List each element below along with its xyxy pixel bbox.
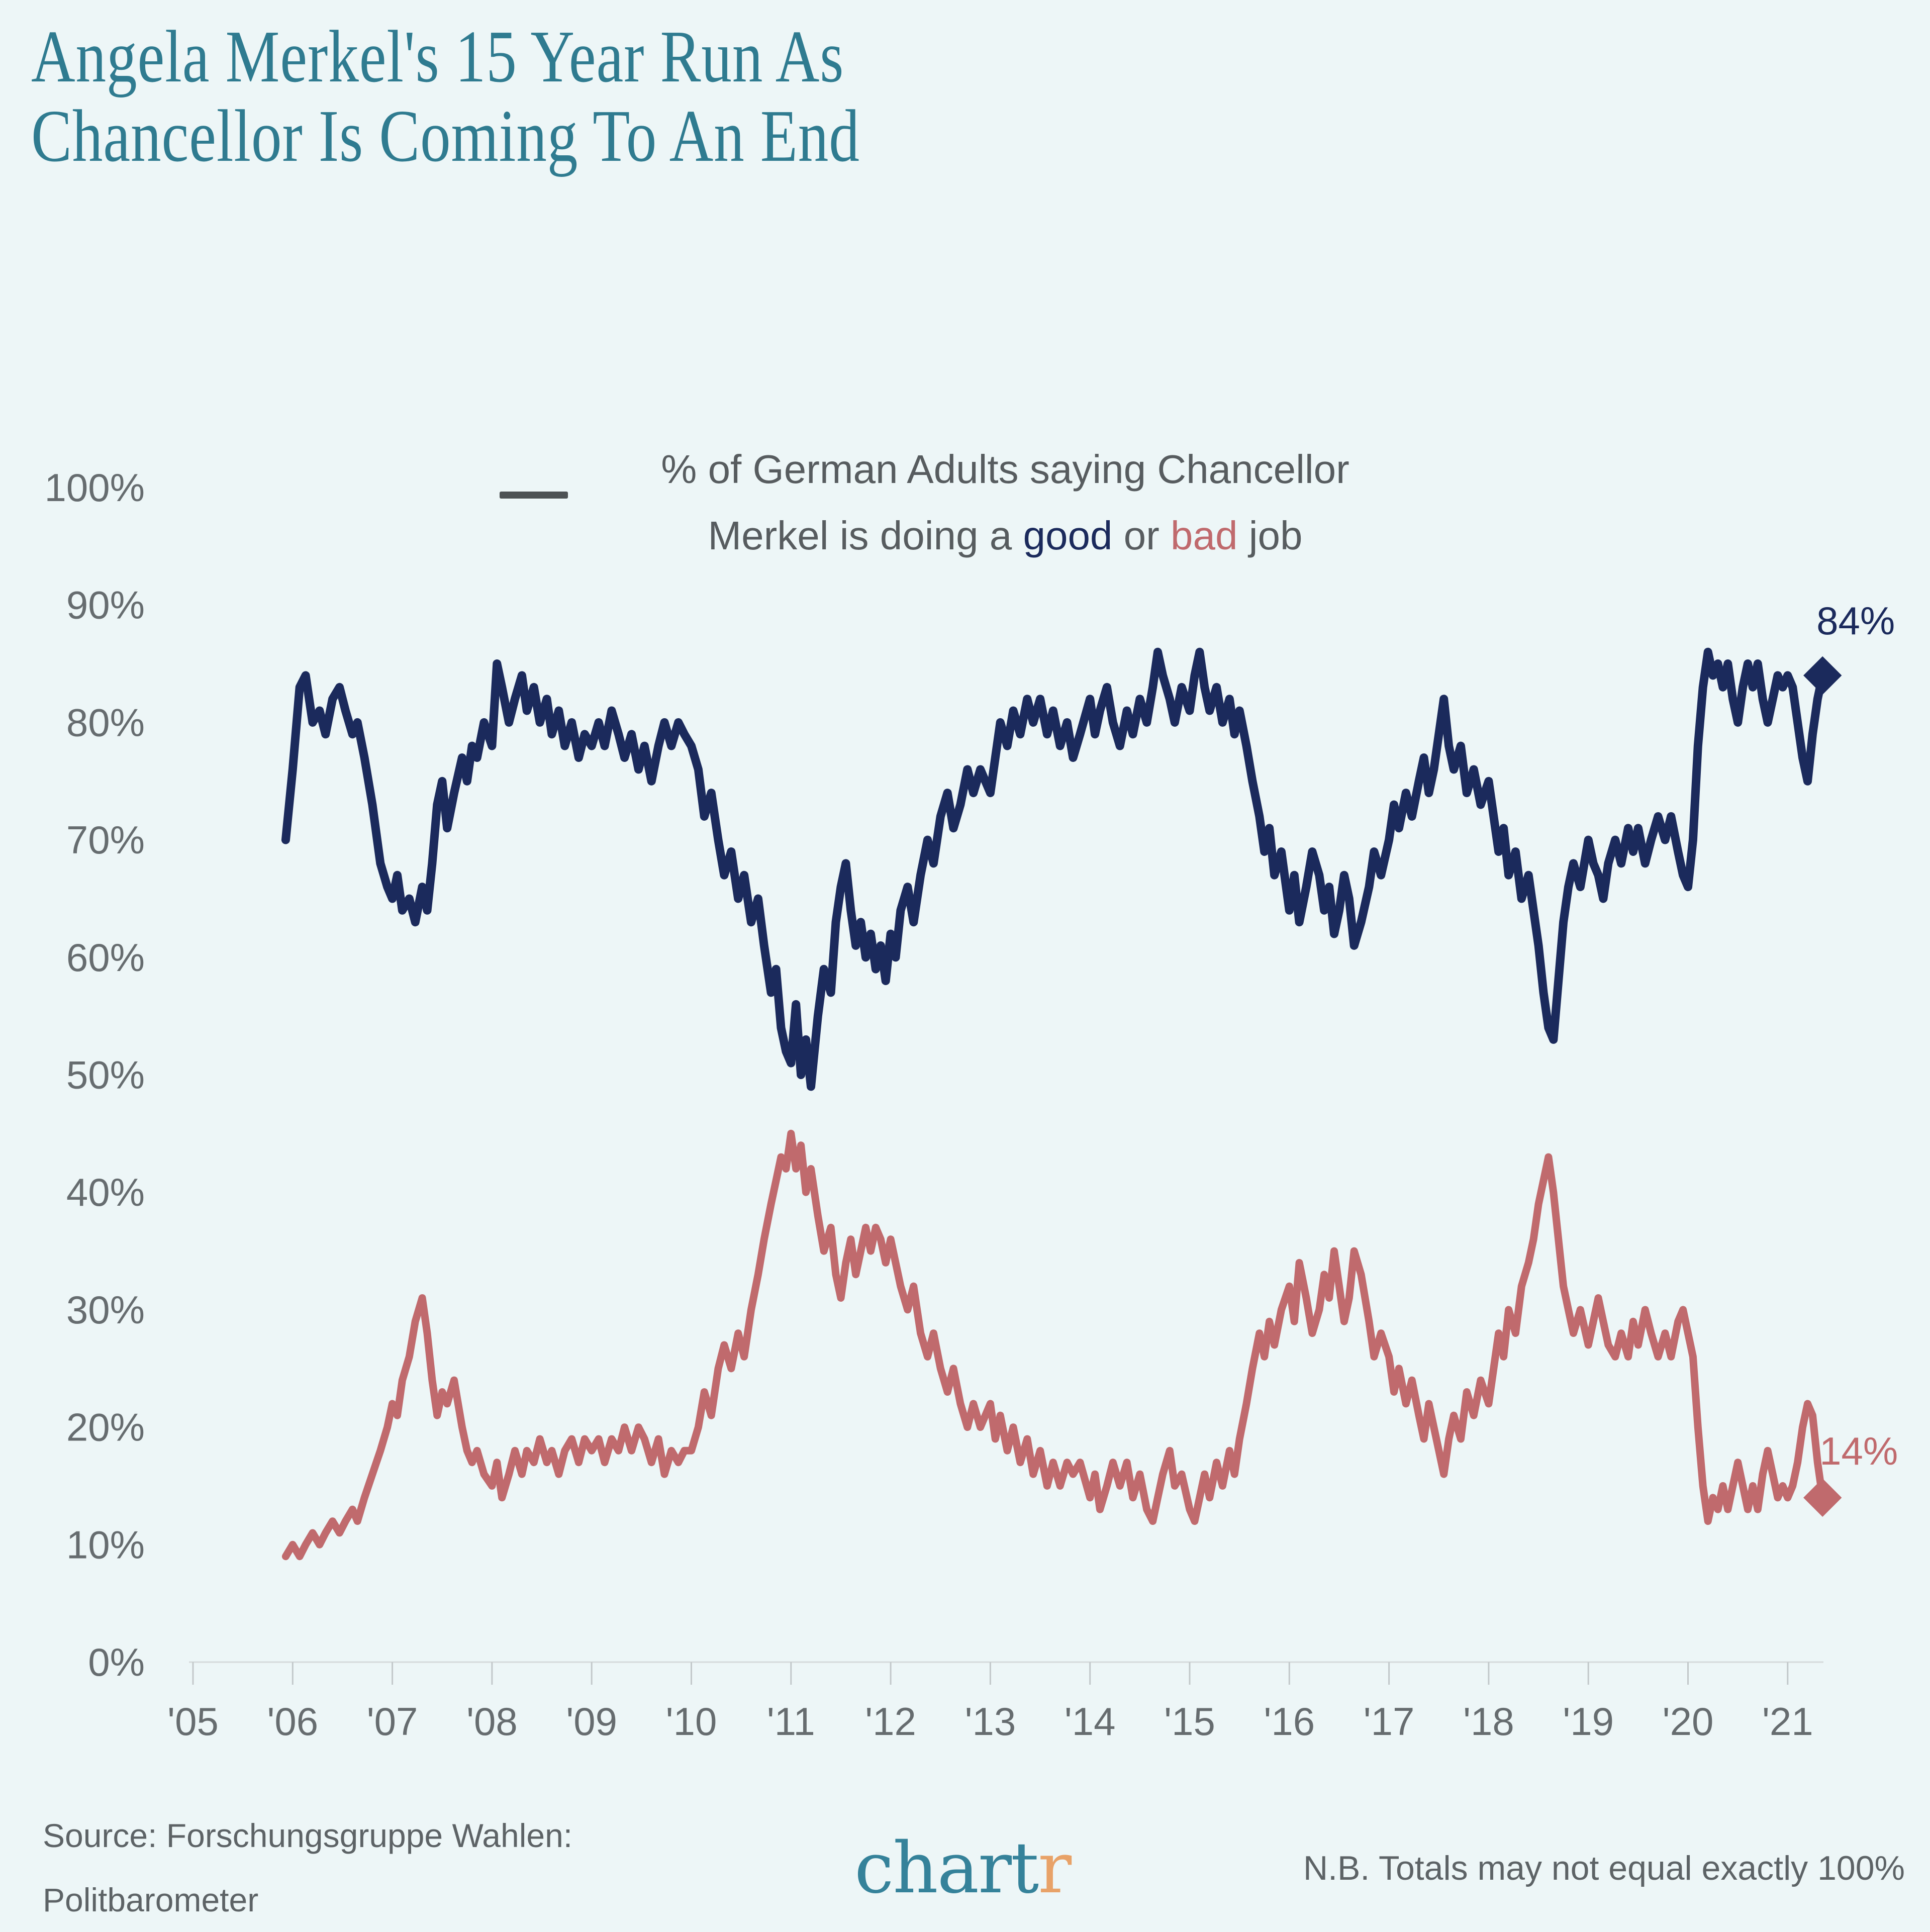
x-axis-label: '17 — [1364, 1699, 1415, 1744]
y-axis-label: 50% — [66, 1053, 145, 1097]
x-axis-label: '16 — [1264, 1699, 1315, 1744]
legend-dash-swatch — [500, 492, 568, 499]
chart-title-line2: Chancellor Is Coming To An End — [31, 95, 860, 177]
source-line1: Source: Forschungsgruppe Wahlen: — [43, 1817, 573, 1854]
chart-title: Angela Merkel's 15 Year Run As Chancello… — [31, 17, 860, 176]
x-axis-label: '06 — [267, 1699, 318, 1744]
x-axis-label: '15 — [1164, 1699, 1215, 1744]
x-axis-label: '13 — [965, 1699, 1016, 1744]
x-axis-label: '05 — [167, 1699, 219, 1744]
source-credit: Source: Forschungsgruppe Wahlen: Politba… — [43, 1803, 572, 1932]
totals-note: N.B. Totals may not equal exactly 100% — [1303, 1849, 1905, 1887]
y-axis-label: 10% — [66, 1522, 145, 1567]
x-axis-label: '14 — [1065, 1699, 1116, 1744]
y-axis-label: 40% — [66, 1170, 145, 1214]
legend-good-word: good — [1023, 513, 1113, 558]
legend-line2-pre: Merkel is doing a — [708, 513, 1023, 558]
x-axis-label: '21 — [1762, 1699, 1813, 1744]
chartr-logo-r: r — [1038, 1827, 1072, 1909]
x-axis-label: '11 — [767, 1699, 815, 1744]
y-axis-label: 100% — [45, 465, 145, 510]
y-axis-label: 90% — [66, 583, 145, 627]
bad-end-value-label: 14% — [1819, 1429, 1898, 1473]
good-end-value-label: 84% — [1816, 599, 1895, 643]
legend-line2: Merkel is doing a good or bad job — [578, 503, 1432, 569]
y-axis-label: 0% — [88, 1640, 145, 1684]
chartr-logo-main: chart — [854, 1827, 1039, 1909]
chart-title-line1: Angela Merkel's 15 Year Run As — [31, 16, 844, 98]
x-axis-label: '18 — [1463, 1699, 1514, 1744]
good-job-line — [281, 647, 1827, 1091]
good-end-marker-diamond — [1803, 656, 1842, 695]
legend-or-word: or — [1112, 513, 1171, 558]
legend-line1: % of German Adults saying Chancellor — [661, 447, 1349, 492]
y-axis-label: 30% — [66, 1288, 145, 1332]
x-axis-label: '10 — [666, 1699, 717, 1744]
source-line2: Politbarometer — [43, 1881, 259, 1918]
bad-end-marker-diamond — [1803, 1478, 1842, 1517]
x-axis-label: '20 — [1663, 1699, 1714, 1744]
x-axis-label: '09 — [566, 1699, 617, 1744]
legend-text: % of German Adults saying Chancellor Mer… — [578, 436, 1432, 569]
x-axis-label: '19 — [1563, 1699, 1614, 1744]
legend-line2-post: job — [1237, 513, 1303, 558]
y-axis-label: 20% — [66, 1405, 145, 1450]
y-axis-label: 80% — [66, 700, 145, 744]
y-axis-label: 70% — [66, 818, 145, 862]
x-axis-label: '12 — [865, 1699, 916, 1744]
legend-bad-word: bad — [1171, 513, 1238, 558]
x-axis-label: '07 — [367, 1699, 418, 1744]
bad-job-line — [281, 1129, 1826, 1561]
y-axis-label: 60% — [66, 935, 145, 980]
x-axis-label: '08 — [466, 1699, 518, 1744]
chartr-logo: chartr — [854, 1827, 1072, 1909]
